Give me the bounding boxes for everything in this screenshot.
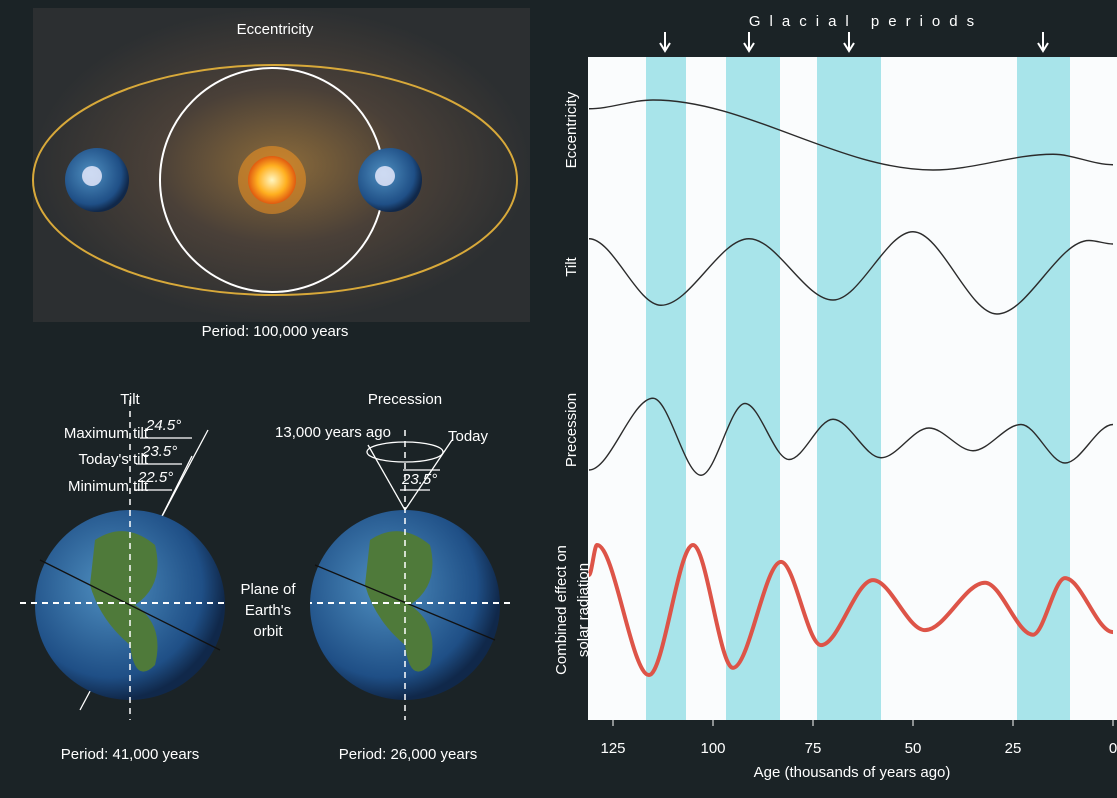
x-tick-label: 100 <box>700 740 725 757</box>
panel-title: Eccentricity <box>237 21 314 38</box>
x-tick-label: 75 <box>805 740 822 757</box>
angle-label: 23.5° <box>141 443 177 460</box>
row-label: solar radiation <box>575 563 592 657</box>
glacial-band <box>646 57 686 720</box>
angle-label: 24.5° <box>145 417 181 434</box>
ice-cap <box>82 166 102 186</box>
plane-label: Plane of <box>240 581 296 598</box>
glacial-label: Glacial periods <box>749 13 983 30</box>
x-tick-label: 25 <box>1005 740 1022 757</box>
x-tick-label: 0 <box>1109 740 1117 757</box>
plane-label: orbit <box>253 623 283 640</box>
tilt-label: Minimum tilt <box>68 478 149 495</box>
period-label: Period: 26,000 years <box>339 746 477 763</box>
x-axis-label: Age (thousands of years ago) <box>754 764 951 781</box>
panel-title: Precession <box>368 391 442 408</box>
glacial-band <box>726 57 780 720</box>
x-tick-label: 50 <box>905 740 922 757</box>
plane-label: Earth's <box>245 602 291 619</box>
row-label: Precession <box>563 393 580 467</box>
figure: Eccentricity Period: 100,000 years Tilt … <box>0 0 1117 793</box>
period-label: Period: 41,000 years <box>61 746 199 763</box>
period-label: Period: 100,000 years <box>202 323 349 340</box>
precession-label: Today <box>448 428 489 445</box>
angle-label: 22.5° <box>137 469 173 486</box>
angle-label: 23.5° <box>401 471 437 488</box>
x-tick-label: 125 <box>600 740 625 757</box>
row-label: Tilt <box>563 256 580 276</box>
sun <box>248 156 296 204</box>
tilt-label: Today's tilt <box>78 451 148 468</box>
row-label: Combined effect on <box>553 545 570 675</box>
glacial-band <box>817 57 881 720</box>
tilt-label: Maximum tilt <box>64 425 149 442</box>
row-label: Eccentricity <box>563 91 580 168</box>
ice-cap <box>375 166 395 186</box>
precession-label: 13,000 years ago <box>275 424 391 441</box>
